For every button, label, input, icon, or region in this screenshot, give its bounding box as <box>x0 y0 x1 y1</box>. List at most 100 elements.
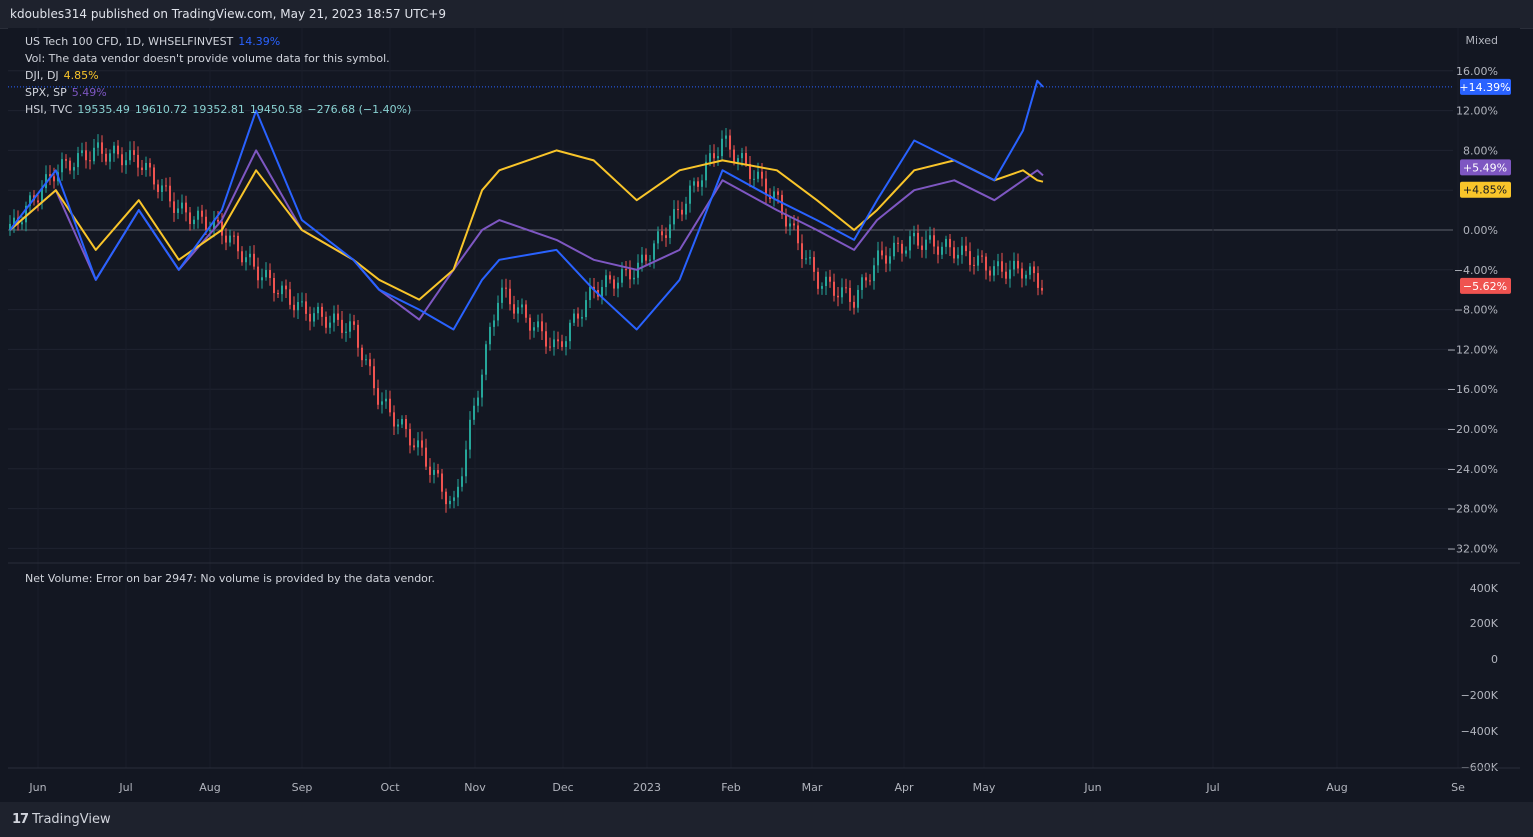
price-tick-label: −12.00% <box>1447 343 1498 356</box>
last-value-badge <box>1460 277 1511 294</box>
hsi-candle <box>609 275 611 280</box>
hsi-candle <box>781 194 783 215</box>
hsi-candle <box>473 405 475 420</box>
hsi-candle <box>657 231 659 244</box>
scale-mode[interactable]: Mixed <box>1466 34 1498 47</box>
price-tick-label: −8.00% <box>1454 304 1498 317</box>
hsi-candle <box>481 374 483 398</box>
hsi-candle <box>409 429 411 446</box>
hsi-candle <box>661 231 663 236</box>
hsi-candle <box>973 264 975 266</box>
hsi-candle <box>145 162 147 171</box>
time-tick-label: 2023 <box>633 781 661 794</box>
price-tick-label: −4.00% <box>1454 264 1498 277</box>
hsi-candle <box>405 419 407 430</box>
hsi-candle <box>197 210 199 220</box>
volume-tick-label: 200K <box>1470 617 1499 630</box>
hsi-candle <box>461 476 463 487</box>
hsi-candle <box>869 280 871 282</box>
hsi-candle <box>205 216 207 231</box>
hsi-candle <box>641 254 643 263</box>
hsi-candle <box>709 153 711 162</box>
hsi-candle <box>169 185 171 202</box>
hsi-candle <box>325 316 327 328</box>
hsi-candle <box>833 281 835 296</box>
hsi-candle <box>549 346 551 348</box>
price-axis[interactable]: 16.00%12.00%8.00%4.00%0.00%−4.00%−8.00%−… <box>1447 65 1499 774</box>
hsi-candle <box>605 275 607 288</box>
hsi-candle <box>101 142 103 154</box>
hsi-candle <box>517 307 519 314</box>
hsi-candle <box>965 245 967 252</box>
publisher-line: kdoubles314 published on TradingView.com… <box>10 7 446 21</box>
hsi-candle <box>421 440 423 448</box>
hsi-candle <box>25 205 27 223</box>
hsi-candle <box>181 202 183 209</box>
chart-svg[interactable]: 16.00%12.00%8.00%4.00%0.00%−4.00%−8.00%−… <box>8 28 1520 802</box>
hsi-candle <box>937 246 939 255</box>
hsi-candle <box>337 313 339 320</box>
tradingview-brand[interactable]: 17 TradingView <box>12 812 111 827</box>
hsi-candle <box>393 412 395 427</box>
last-value-badge-text: +14.39% <box>1459 81 1510 94</box>
hsi-candle <box>353 321 355 325</box>
hsi-candle <box>997 261 999 267</box>
hsi-candle <box>581 317 583 319</box>
hsi-candle <box>857 289 859 308</box>
price-tick-label: 8.00% <box>1463 144 1498 157</box>
hsi-candle <box>153 167 155 185</box>
legend-hsi-change: −276.68 (−1.40%) <box>307 103 412 116</box>
volume-tick-label: 400K <box>1470 582 1499 595</box>
hsi-candle <box>53 176 55 182</box>
hsi-candle <box>233 235 235 237</box>
hsi-candle <box>729 135 731 150</box>
hsi-candle <box>241 251 243 263</box>
hsi-candle <box>861 277 863 290</box>
hsi-candle <box>109 153 111 162</box>
hsi-candle <box>773 191 775 200</box>
hsi-candle <box>489 326 491 345</box>
hsi-candle <box>1033 266 1035 274</box>
hsi-candle <box>621 269 623 283</box>
last-value-badge <box>1460 181 1511 198</box>
hsi-candle <box>901 243 903 254</box>
hsi-candle <box>797 225 799 244</box>
hsi-candle <box>261 277 263 281</box>
hsi-candle <box>953 247 955 259</box>
hsi-candle <box>677 209 679 211</box>
legend-main[interactable]: US Tech 100 CFD, 1D, WHSELFINVEST 14.39% <box>25 35 285 49</box>
hsi-candle <box>985 256 987 271</box>
hsi-candle <box>897 242 899 244</box>
hsi-candle <box>121 154 123 166</box>
hsi-candle <box>193 219 195 225</box>
hsi-candle <box>129 150 131 161</box>
hsi-candle <box>589 286 591 301</box>
hsi-candle <box>961 245 963 255</box>
hsi-candle <box>885 255 887 264</box>
last-value-badge-text: +4.85% <box>1463 184 1507 197</box>
legend-dji[interactable]: DJI, DJ 4.85% <box>25 69 104 83</box>
hsi-candle <box>633 277 635 280</box>
time-axis[interactable]: Jun Jul Aug Sep Oct Nov Dec 2023 Feb Mar Apr May Jun… <box>8 767 1520 794</box>
hsi-candle <box>1041 287 1043 291</box>
hsi-candle <box>1001 261 1003 272</box>
hsi-candle <box>437 470 439 474</box>
hsi-candle <box>125 160 127 166</box>
hsi-candle <box>733 149 735 163</box>
hsi-candle <box>285 285 287 290</box>
hsi-candle <box>317 306 319 314</box>
hsi-candle <box>749 163 751 180</box>
hsi-candle <box>329 322 331 328</box>
hsi-candle <box>541 321 543 332</box>
legend-spx[interactable]: SPX, SP 5.49% <box>25 86 112 100</box>
time-tick-label: Jul <box>118 781 132 794</box>
hsi-candle <box>905 250 907 254</box>
legend-vol-note: Vol: The data vendor doesn't provide vol… <box>25 52 390 65</box>
legend-hsi[interactable]: HSI, TVC 19535.49 19610.72 19352.81 19450.58… <box>25 103 416 117</box>
price-tick-label: 12.00% <box>1456 105 1498 118</box>
chart-frame[interactable]: 16.00%12.00%8.00%4.00%0.00%−4.00%−8.00%−… <box>8 28 1520 802</box>
hsi-candle <box>397 424 399 427</box>
series-lines <box>8 79 1453 331</box>
net-volume-legend[interactable]: Net Volume: Error on bar 2947: No volume… <box>25 572 440 586</box>
legend-hsi-close: 19450.58 <box>249 103 303 116</box>
